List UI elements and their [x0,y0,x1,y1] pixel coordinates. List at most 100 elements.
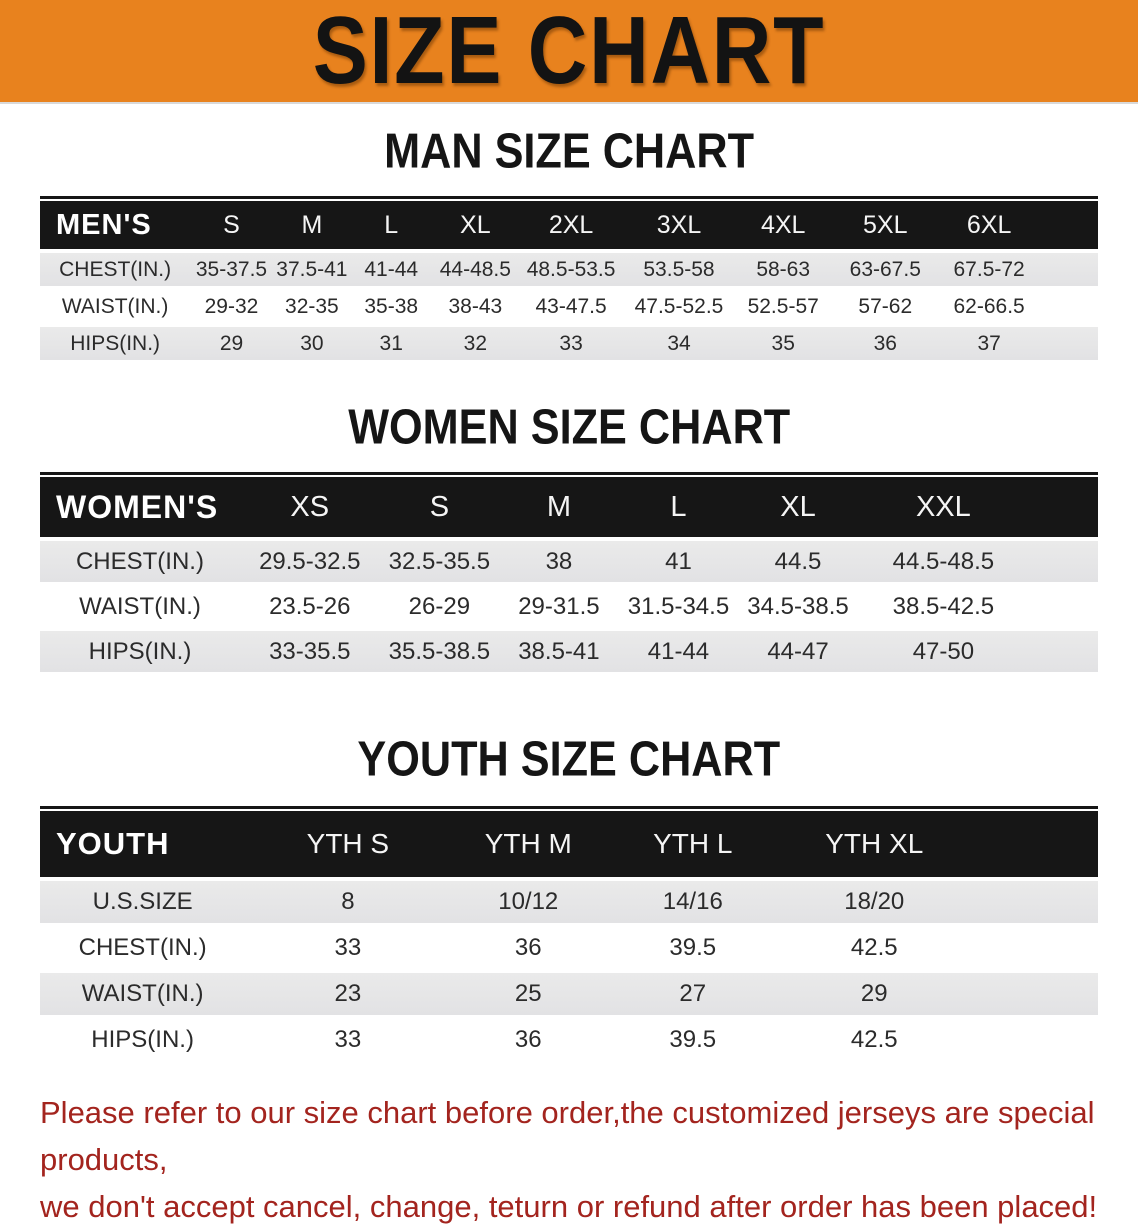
size-value: 33 [245,927,451,969]
women-col-xl: XL [738,477,858,537]
banner-title: SIZE CHART [312,0,826,104]
size-value: 29.5-32.5 [239,541,380,582]
size-value: 31 [351,327,432,360]
men-col-6xl: 6XL [939,201,1098,249]
size-value: 37.5-41 [272,253,352,286]
men-section-heading: MAN SIZE CHART [0,122,1138,179]
women-header-row: WOMEN'S XS S M L XL XXL [40,477,1098,537]
row-label: WAIST(IN.) [40,586,240,627]
size-value: 32-35 [272,290,352,323]
size-value: 42.5 [779,927,1098,969]
row-label: HIPS(IN.) [40,327,191,360]
size-value: 26-29 [379,586,500,627]
size-value: 47.5-52.5 [622,290,736,323]
men-col-4xl: 4XL [735,201,832,249]
size-value: 32.5-35.5 [379,541,500,582]
women-section-heading: WOMEN SIZE CHART [0,399,1138,454]
youth-col-m: YTH M [450,811,607,877]
men-size-table: MEN'S S M L XL 2XL 3XL 4XL 5XL 6XL CHEST… [40,197,1098,364]
size-value: 29 [779,973,1098,1015]
men-size-table-wrap: MEN'S S M L XL 2XL 3XL 4XL 5XL 6XL CHEST… [40,196,1098,364]
size-value: 23 [245,973,451,1015]
row-label: CHEST(IN.) [40,541,240,582]
men-col-2xl: 2XL [519,201,623,249]
size-value: 47-50 [857,631,1098,672]
size-value: 33 [245,1019,451,1061]
men-col-3xl: 3XL [622,201,736,249]
youth-col-l: YTH L [606,811,780,877]
size-value: 44-47 [738,631,858,672]
youth-waist-row: WAIST(IN.) 23 25 27 29 [40,973,1098,1015]
size-value: 41-44 [351,253,432,286]
size-value: 32 [431,327,520,360]
row-label: HIPS(IN.) [40,631,240,672]
men-waist-row: WAIST(IN.) 29-32 32-35 35-38 38-43 43-47… [40,290,1098,323]
size-value: 58-63 [735,253,832,286]
youth-ussize-row: U.S.SIZE 8 10/12 14/16 18/20 [40,881,1098,923]
size-value: 30 [272,327,352,360]
size-value: 34.5-38.5 [738,586,858,627]
men-col-s: S [190,201,273,249]
youth-hips-row: HIPS(IN.) 33 36 39.5 42.5 [40,1019,1098,1061]
size-value: 33-35.5 [239,631,380,672]
size-value: 38.5-41 [499,631,619,672]
men-col-l: L [351,201,432,249]
size-value: 27 [606,973,780,1015]
women-size-table-wrap: WOMEN'S XS S M L XL XXL CHEST(IN.) 29.5-… [40,472,1098,676]
youth-header-row: YOUTH YTH S YTH M YTH L YTH XL [40,811,1098,877]
men-header-row: MEN'S S M L XL 2XL 3XL 4XL 5XL 6XL [40,201,1098,249]
women-col-xxl: XXL [857,477,1098,537]
size-value: 36 [450,927,607,969]
size-value: 35.5-38.5 [379,631,500,672]
size-value: 23.5-26 [239,586,380,627]
size-value: 34 [622,327,736,360]
size-value: 37 [939,327,1098,360]
women-header-label: WOMEN'S [40,477,240,537]
women-col-s: S [379,477,500,537]
youth-col-xl: YTH XL [779,811,1098,877]
size-value: 42.5 [779,1019,1098,1061]
size-value: 44-48.5 [431,253,520,286]
women-waist-row: WAIST(IN.) 23.5-26 26-29 29-31.5 31.5-34… [40,586,1098,627]
order-policy-line-2: we don't accept cancel, change, teturn o… [40,1189,1098,1224]
size-value: 29-32 [190,290,273,323]
size-value: 52.5-57 [735,290,832,323]
men-col-xl: XL [431,201,520,249]
men-hips-row: HIPS(IN.) 29 30 31 32 33 34 35 36 37 [40,327,1098,360]
size-value: 29 [190,327,273,360]
youth-size-table-wrap: YOUTH YTH S YTH M YTH L YTH XL U.S.SIZE … [40,806,1098,1065]
size-value: 41 [618,541,739,582]
youth-header-label: YOUTH [40,811,246,877]
size-value: 57-62 [831,290,940,323]
youth-col-s: YTH S [245,811,451,877]
size-value: 39.5 [606,927,780,969]
youth-section-heading-text: YOUTH SIZE CHART [357,730,781,787]
size-chart-banner: SIZE CHART [0,0,1138,104]
row-label: WAIST(IN.) [40,973,246,1015]
size-value: 63-67.5 [831,253,940,286]
size-value: 41-44 [618,631,739,672]
women-hips-row: HIPS(IN.) 33-35.5 35.5-38.5 38.5-41 41-4… [40,631,1098,672]
women-size-table: WOMEN'S XS S M L XL XXL CHEST(IN.) 29.5-… [40,473,1098,676]
size-value: 44.5 [738,541,858,582]
women-chest-row: CHEST(IN.) 29.5-32.5 32.5-35.5 38 41 44.… [40,541,1098,582]
size-value: 35-38 [351,290,432,323]
size-value: 43-47.5 [519,290,623,323]
order-policy-line-1: Please refer to our size chart before or… [40,1095,1095,1177]
size-value: 48.5-53.5 [519,253,623,286]
size-value: 35-37.5 [190,253,273,286]
size-value: 35 [735,327,832,360]
size-value: 36 [450,1019,607,1061]
women-col-m: M [499,477,619,537]
size-value: 67.5-72 [939,253,1098,286]
size-value: 38.5-42.5 [857,586,1098,627]
size-value: 25 [450,973,607,1015]
men-section-heading-text: MAN SIZE CHART [384,122,754,179]
size-value: 38-43 [431,290,520,323]
youth-section-heading: YOUTH SIZE CHART [0,730,1138,787]
size-value: 33 [519,327,623,360]
size-value: 62-66.5 [939,290,1098,323]
men-col-m: M [272,201,352,249]
row-label: HIPS(IN.) [40,1019,246,1061]
row-label: WAIST(IN.) [40,290,191,323]
